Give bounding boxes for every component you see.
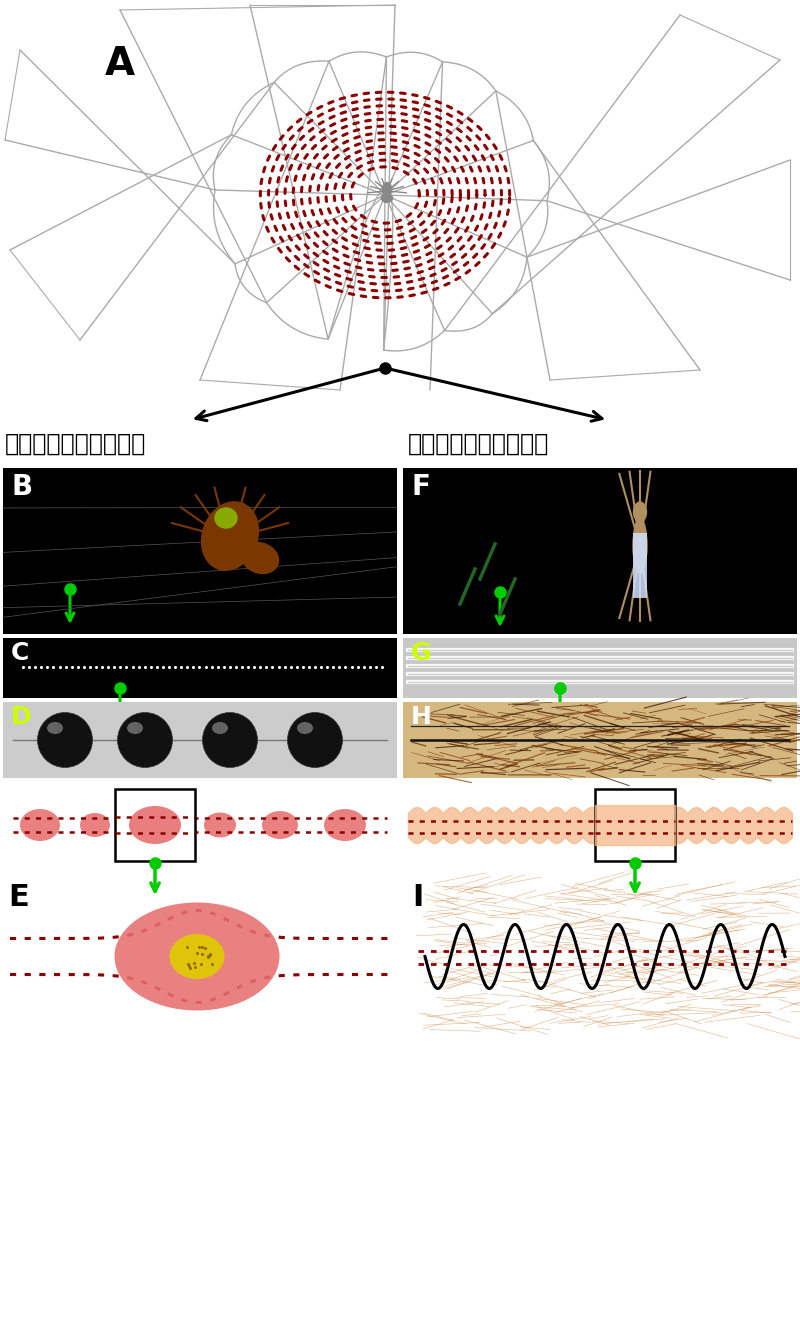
Text: A: A: [105, 46, 135, 83]
Ellipse shape: [38, 712, 93, 767]
Text: D: D: [11, 705, 32, 730]
Text: F: F: [411, 473, 430, 502]
Bar: [3, 638, 397, 699]
Ellipse shape: [215, 508, 237, 528]
Bar: [633, 532, 647, 598]
Bar: [3, 468, 397, 634]
Bar: [403, 638, 797, 699]
Ellipse shape: [297, 721, 313, 734]
Ellipse shape: [80, 813, 110, 837]
Ellipse shape: [20, 809, 60, 841]
Text: C: C: [11, 641, 30, 665]
Ellipse shape: [118, 712, 173, 767]
Ellipse shape: [129, 806, 181, 843]
Ellipse shape: [324, 809, 366, 841]
Ellipse shape: [133, 809, 177, 842]
Ellipse shape: [287, 712, 342, 767]
Text: E: E: [8, 882, 29, 912]
Ellipse shape: [127, 721, 143, 734]
Ellipse shape: [170, 933, 225, 979]
Ellipse shape: [262, 811, 298, 839]
Bar: [403, 468, 797, 634]
Text: B: B: [11, 473, 32, 502]
Bar: [3, 701, 397, 778]
Ellipse shape: [47, 721, 63, 734]
Ellipse shape: [202, 712, 258, 767]
Text: I: I: [412, 882, 423, 912]
Ellipse shape: [382, 193, 393, 202]
Ellipse shape: [382, 182, 391, 196]
Ellipse shape: [634, 502, 646, 522]
Ellipse shape: [204, 813, 236, 838]
Text: 有筛疛類蜖蛛：筛絲型: 有筛疛類蜖蛛：筛絲型: [408, 432, 550, 456]
Ellipse shape: [242, 543, 278, 574]
Bar: [403, 701, 797, 778]
Bar: [595, 789, 675, 861]
Ellipse shape: [114, 902, 279, 1011]
Ellipse shape: [202, 502, 258, 570]
Text: 無筛疛類蜖蛛：黏珠型: 無筛疛類蜖蛛：黏珠型: [5, 432, 146, 456]
Ellipse shape: [633, 519, 647, 574]
Text: H: H: [411, 705, 432, 730]
Ellipse shape: [212, 721, 228, 734]
Text: G: G: [411, 641, 432, 665]
Bar: [115, 789, 195, 861]
